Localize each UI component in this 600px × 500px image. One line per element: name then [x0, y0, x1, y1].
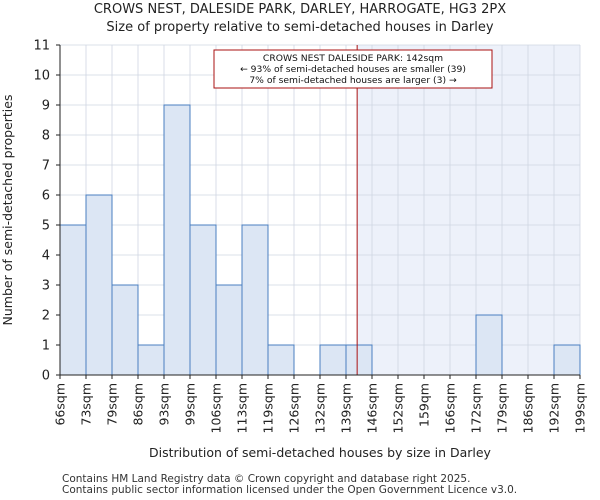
- histogram-bar: [189, 224, 217, 376]
- x-tick-label: 179sqm: [495, 383, 510, 433]
- x-tick-label: 186sqm: [521, 383, 536, 433]
- x-tick-label: 159qm: [417, 383, 432, 427]
- x-tick-label: 192sqm: [547, 383, 562, 433]
- y-tick-label: 11: [33, 39, 50, 54]
- y-tick-label: 9: [42, 99, 50, 114]
- x-tick-label: 93sqm: [157, 383, 172, 426]
- y-tick-label: 8: [42, 129, 50, 144]
- chart-title: CROWS NEST, DALESIDE PARK, DARLEY, HARRO…: [93, 2, 507, 17]
- y-tick-label: 7: [42, 159, 50, 174]
- y-tick-label: 5: [42, 219, 50, 234]
- x-tick-label: 99sqm: [183, 383, 198, 426]
- larger-region-shade: [357, 45, 580, 375]
- x-tick-label: 113sqm: [235, 383, 250, 433]
- histogram-bar: [241, 224, 269, 376]
- chart-area: 0 1 2 3 4 5 6 7 8 9 10 11 66sqm 73sqm 79sqm 86sqm 93sqm 9…: [0, 39, 588, 461]
- y-axis-title: Number of semi-detached properties: [0, 95, 15, 326]
- annotation-line: CROWS NEST DALESIDE PARK: 142sqm: [263, 53, 443, 64]
- x-tick-label: 106sqm: [209, 383, 224, 433]
- histogram-bar: [85, 194, 113, 376]
- x-tick-label: 146sqm: [365, 383, 380, 433]
- histogram-bar: [59, 224, 87, 376]
- annotation-line: ← 93% of semi-detached houses are smalle…: [240, 64, 466, 75]
- y-tick-label: 0: [42, 369, 50, 384]
- x-tick-label: 139sqm: [339, 383, 354, 433]
- histogram-bar: [163, 104, 191, 376]
- histogram-bar: [111, 284, 139, 376]
- x-tick-label: 199sqm: [573, 383, 588, 433]
- histogram-bar: [215, 284, 243, 376]
- x-tick-label: 152sqm: [391, 383, 406, 433]
- footer-licence: Contains public sector information licen…: [62, 484, 518, 496]
- x-tick-label: 126sqm: [287, 383, 302, 433]
- y-tick-label: 10: [33, 69, 50, 84]
- x-tick-label: 73sqm: [79, 383, 94, 426]
- annotation-box: [213, 49, 493, 89]
- histogram-bar: [319, 344, 347, 376]
- x-axis-title: Distribution of semi-detached houses by …: [149, 445, 492, 460]
- chart-subtitle: Size of property relative to semi-detach…: [106, 20, 494, 35]
- x-tick-label: 79sqm: [105, 383, 120, 426]
- x-tick-label: 166sqm: [443, 383, 458, 433]
- x-tick-label: 86sqm: [131, 383, 146, 426]
- histogram-bar: [267, 344, 295, 376]
- x-tick-label: 119sqm: [261, 383, 276, 433]
- y-tick-label: 3: [42, 279, 50, 294]
- y-tick-label: 6: [42, 189, 50, 204]
- footer-copyright: Contains HM Land Registry data © Crown c…: [62, 473, 471, 485]
- y-tick-label: 2: [42, 309, 50, 324]
- histogram-bar: [475, 314, 503, 376]
- histogram-bar: [345, 344, 373, 376]
- histogram-bar: [553, 344, 581, 376]
- x-tick-label: 132sqm: [313, 383, 328, 433]
- annotation-line: 7% of semi-detached houses are larger (3…: [249, 75, 457, 86]
- histogram-bar: [137, 344, 165, 376]
- y-tick-label: 4: [42, 249, 50, 264]
- y-tick-label: 1: [42, 339, 50, 354]
- x-tick-label: 172sqm: [469, 383, 484, 433]
- x-tick-label: 66sqm: [53, 383, 68, 426]
